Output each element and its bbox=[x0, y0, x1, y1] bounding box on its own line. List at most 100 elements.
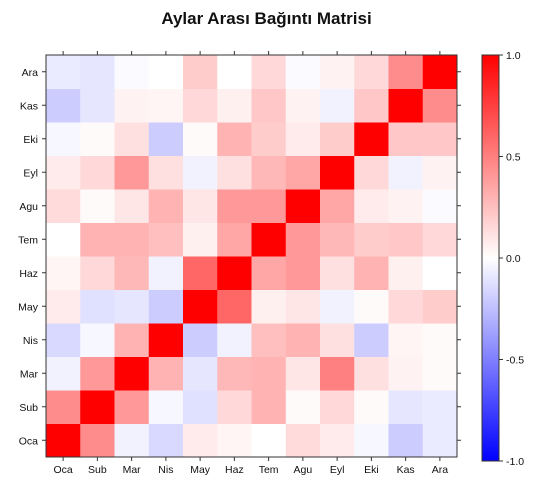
heatmap-cell-agu-ara bbox=[422, 189, 458, 223]
x-tick-label: Eyl bbox=[330, 464, 345, 476]
heatmap-cell-mar-haz bbox=[217, 356, 252, 391]
heatmap-cell-agu-eki bbox=[354, 189, 389, 223]
heatmap-cell-tem-sub bbox=[80, 222, 115, 257]
colorbar-tick-label: -0.5 bbox=[506, 355, 524, 367]
heatmap-cell-eki-tem bbox=[251, 122, 287, 156]
heatmap-cell-tem-tem bbox=[251, 222, 287, 257]
heatmap-cell-nis-may bbox=[183, 323, 218, 357]
heatmap-cell-ara-eki bbox=[354, 55, 389, 89]
heatmap-cell-eki-eki bbox=[354, 122, 389, 156]
colorbar-tick-label: -1.0 bbox=[506, 456, 524, 468]
heatmap-cell-may-ara bbox=[422, 289, 458, 324]
x-tick-label: Haz bbox=[225, 464, 244, 476]
y-tick-label: Haz bbox=[19, 268, 38, 280]
heatmap-cell-haz-tem bbox=[251, 256, 287, 290]
heatmap-cell-mar-sub bbox=[80, 356, 115, 391]
colorbar: -1.0 -0.5 0.0 0.5 1.0 bbox=[481, 50, 524, 468]
heatmap-cell-kas-may bbox=[183, 88, 218, 123]
heatmap-cell-oca-oca bbox=[46, 423, 81, 458]
x-tick-label: Oca bbox=[53, 464, 72, 476]
colorbar-tick-label: 1.0 bbox=[506, 50, 521, 62]
colorbar-tick-label: 0.5 bbox=[506, 152, 521, 164]
heatmap-cell-oca-may bbox=[183, 423, 218, 458]
heatmap-cell-mar-nis bbox=[148, 356, 184, 391]
heatmap-cell-mar-kas bbox=[388, 356, 424, 391]
heatmap-cell-ara-mar bbox=[114, 55, 150, 89]
heatmap-cell-oca-mar bbox=[114, 423, 150, 458]
heatmap-cell-sub-sub bbox=[80, 390, 115, 424]
heatmap-cell-agu-haz bbox=[217, 189, 252, 223]
heatmap-cell-eyl-tem bbox=[251, 155, 287, 190]
heatmap-cell-agu-oca bbox=[46, 189, 81, 223]
x-tick-label: Eki bbox=[364, 464, 379, 476]
heatmap-cell-ara-nis bbox=[148, 55, 184, 89]
heatmap-cell-eyl-agu bbox=[285, 155, 321, 190]
heatmap-cell-ara-may bbox=[183, 55, 218, 89]
heatmap-cell-may-nis bbox=[148, 289, 184, 324]
x-tick-label: Kas bbox=[397, 464, 415, 476]
heatmap-cell-sub-kas bbox=[388, 390, 424, 424]
heatmap-cell-oca-eyl bbox=[320, 423, 355, 458]
heatmap-cell-nis-ara bbox=[422, 323, 458, 357]
y-tick-label: Eki bbox=[23, 134, 38, 146]
heatmap-cell-agu-mar bbox=[114, 189, 150, 223]
heatmap-cell-agu-may bbox=[183, 189, 218, 223]
heatmap-cell-eki-agu bbox=[285, 122, 321, 156]
heatmap-cell-mar-mar bbox=[114, 356, 150, 391]
heatmap-cell-oca-tem bbox=[251, 423, 287, 458]
heatmap-cell-agu-eyl bbox=[320, 189, 355, 223]
heatmap-cell-sub-mar bbox=[114, 390, 150, 424]
y-tick-label: Kas bbox=[20, 100, 38, 112]
heatmap-cell-mar-eki bbox=[354, 356, 389, 391]
heatmap-cell-haz-sub bbox=[80, 256, 115, 290]
heatmap-cell-haz-nis bbox=[148, 256, 184, 290]
heatmap-cell-tem-may bbox=[183, 222, 218, 257]
y-tick-label: Mar bbox=[20, 368, 39, 380]
heatmap-cell-nis-nis bbox=[148, 323, 184, 357]
heatmap-cell-tem-agu bbox=[285, 222, 321, 257]
heatmap-cell-sub-agu bbox=[285, 390, 321, 424]
x-tick-label: Sub bbox=[88, 464, 107, 476]
heatmap-cell-oca-kas bbox=[388, 423, 424, 458]
heatmap-cell-sub-eki bbox=[354, 390, 389, 424]
heatmap-cell-eki-ara bbox=[422, 122, 458, 156]
heatmap-cell-kas-ara bbox=[422, 88, 458, 123]
heatmap-cells bbox=[46, 55, 458, 458]
heatmap-cell-eyl-nis bbox=[148, 155, 184, 190]
y-tick-label: Agu bbox=[19, 201, 38, 213]
heatmap-cell-eki-eyl bbox=[320, 122, 355, 156]
heatmap-cell-may-oca bbox=[46, 289, 81, 324]
heatmap-cell-may-sub bbox=[80, 289, 115, 324]
heatmap-cell-nis-sub bbox=[80, 323, 115, 357]
heatmap-cell-oca-ara bbox=[422, 423, 458, 458]
heatmap-cell-mar-ara bbox=[422, 356, 458, 391]
colorbar-gradient bbox=[481, 54, 500, 462]
heatmap-cell-sub-oca bbox=[46, 390, 81, 424]
chart-title: Aylar Arası Bağıntı Matrisi bbox=[161, 9, 372, 28]
heatmap-cell-eki-mar bbox=[114, 122, 150, 156]
heatmap-cell-sub-eyl bbox=[320, 390, 355, 424]
heatmap-cell-agu-sub bbox=[80, 189, 115, 223]
heatmap-cell-haz-agu bbox=[285, 256, 321, 290]
heatmap-cell-may-haz bbox=[217, 289, 252, 324]
heatmap-cell-oca-nis bbox=[148, 423, 184, 458]
y-tick-label: Eyl bbox=[23, 167, 38, 179]
heatmap-cell-may-kas bbox=[388, 289, 424, 324]
heatmap-cell-sub-nis bbox=[148, 390, 184, 424]
heatmap-cell-nis-kas bbox=[388, 323, 424, 357]
x-tick-label: Mar bbox=[123, 464, 142, 476]
heatmap-cell-ara-kas bbox=[388, 55, 424, 89]
heatmap-cell-eyl-ara bbox=[422, 155, 458, 190]
heatmap-cell-kas-eyl bbox=[320, 88, 355, 123]
heatmap-cell-eki-kas bbox=[388, 122, 424, 156]
heatmap-cell-ara-eyl bbox=[320, 55, 355, 89]
colorbar-tick-label: 0.0 bbox=[506, 253, 521, 265]
heatmap-cell-mar-agu bbox=[285, 356, 321, 391]
heatmap-cell-agu-kas bbox=[388, 189, 424, 223]
heatmap-cell-eyl-haz bbox=[217, 155, 252, 190]
heatmap-cell-tem-ara bbox=[422, 222, 458, 257]
heatmap-cell-haz-eki bbox=[354, 256, 389, 290]
heatmap-cell-eyl-eki bbox=[354, 155, 389, 190]
heatmap-cell-kas-nis bbox=[148, 88, 184, 123]
heatmap-cell-agu-agu bbox=[285, 189, 321, 223]
